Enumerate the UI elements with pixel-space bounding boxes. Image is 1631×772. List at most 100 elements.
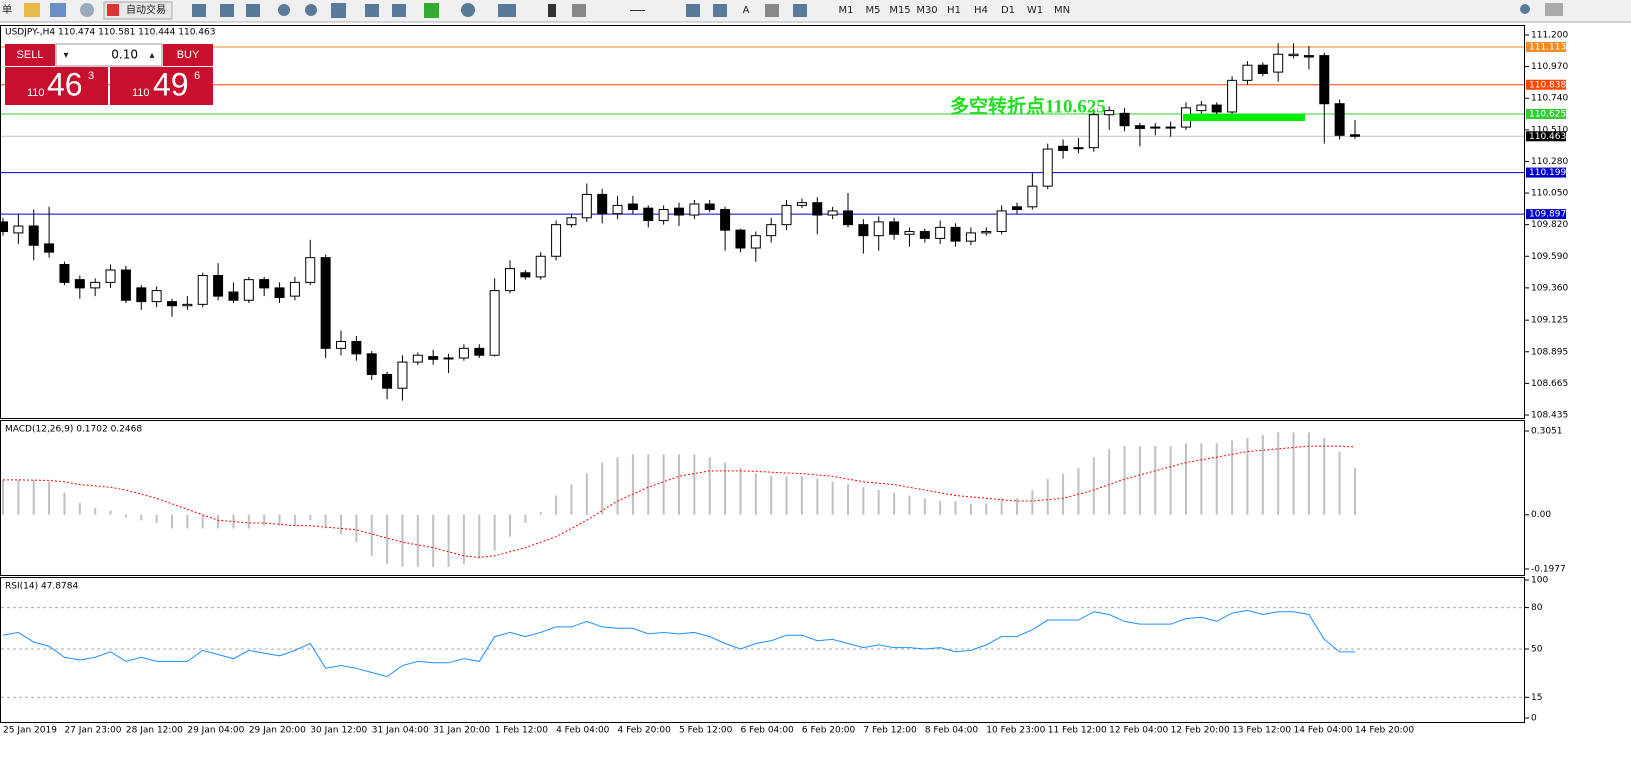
candle-body xyxy=(1350,134,1360,137)
candle-body xyxy=(397,361,408,389)
timeframe-button[interactable]: M5 xyxy=(866,5,881,16)
y-tick-label: 15 xyxy=(1531,693,1542,703)
sell-price-box[interactable] xyxy=(5,67,108,105)
candle-body xyxy=(443,357,454,360)
timeframe-button[interactable]: H1 xyxy=(947,5,961,16)
icon[interactable] xyxy=(713,4,727,17)
annotation: 多空转折点110.625 xyxy=(950,94,1106,117)
timeframe-button[interactable]: M1 xyxy=(839,5,854,16)
rsi-panel xyxy=(0,577,1525,723)
icon[interactable] xyxy=(331,3,346,18)
candle-body xyxy=(1227,79,1238,113)
x-tick-label: 1 Feb 12:00 xyxy=(495,726,549,736)
candle-body xyxy=(873,221,884,237)
search-icon[interactable] xyxy=(1520,4,1530,14)
candle-body xyxy=(658,209,669,222)
candle-body xyxy=(1319,55,1330,105)
icon[interactable] xyxy=(220,4,234,17)
level-marker xyxy=(1183,114,1305,122)
icon[interactable] xyxy=(50,3,66,17)
buy-label: BUY xyxy=(177,49,200,61)
candle-body xyxy=(274,287,285,298)
candle-body xyxy=(889,221,900,235)
candle-body xyxy=(1119,112,1130,127)
candle-body xyxy=(382,373,393,389)
icon[interactable] xyxy=(548,4,556,17)
icon[interactable] xyxy=(80,3,94,17)
candle-body xyxy=(1027,185,1038,208)
candle-body xyxy=(812,202,823,216)
timeframe-button[interactable]: M30 xyxy=(916,5,937,16)
text-tool[interactable]: A xyxy=(743,5,750,16)
candle-body xyxy=(1211,104,1222,113)
icon[interactable] xyxy=(424,3,439,18)
y-tick-label: 108.435 xyxy=(1531,411,1568,421)
candle-body xyxy=(781,204,792,226)
timeframe-button[interactable]: H4 xyxy=(974,5,988,16)
y-tick-label: 110.050 xyxy=(1531,189,1568,199)
icon[interactable] xyxy=(498,4,516,17)
icon[interactable] xyxy=(278,4,290,16)
candle-body xyxy=(1334,103,1345,136)
buy-pips: 49 xyxy=(153,66,189,102)
candle-body xyxy=(996,210,1007,233)
price-label: 109.897 xyxy=(1529,210,1566,220)
candle-body xyxy=(581,193,592,219)
icon[interactable] xyxy=(392,4,406,17)
icon[interactable] xyxy=(572,4,586,17)
buy-button[interactable] xyxy=(163,44,213,66)
candle-body xyxy=(674,207,684,216)
y-tick-label: 0.3051 xyxy=(1531,427,1563,437)
candle-body xyxy=(689,203,700,216)
candle-body xyxy=(1073,147,1084,150)
icon[interactable] xyxy=(192,4,206,17)
candle-body xyxy=(1150,126,1161,129)
menu-item[interactable]: 单 xyxy=(2,4,12,16)
auto-trade-button[interactable] xyxy=(103,1,173,20)
lot-down[interactable]: ▾ xyxy=(63,50,68,61)
candle-body xyxy=(197,275,208,305)
candle-body xyxy=(74,279,85,289)
candle-body xyxy=(1088,114,1099,149)
x-tick-label: 10 Feb 23:00 xyxy=(986,726,1045,736)
auto-trade-label: 自动交易 xyxy=(126,3,166,16)
indicator-title: RSI(14) 47.8784 xyxy=(5,582,78,592)
timeframe-button[interactable]: D1 xyxy=(1001,5,1015,16)
price-label-box xyxy=(1526,209,1566,220)
price-label: 110.838 xyxy=(1529,80,1566,90)
icon[interactable] xyxy=(24,3,40,17)
price-label: 110.625 xyxy=(1529,110,1566,120)
timeframe-button[interactable]: M15 xyxy=(889,5,910,16)
y-tick-label: 50 xyxy=(1531,645,1543,655)
icon[interactable] xyxy=(365,4,379,17)
icon[interactable] xyxy=(793,4,807,17)
y-tick-label: 100 xyxy=(1531,576,1548,586)
sell-button[interactable] xyxy=(5,44,55,66)
lot-up[interactable]: ▴ xyxy=(149,50,154,61)
candle-body xyxy=(305,257,316,283)
candle-body xyxy=(720,209,731,231)
candle-body xyxy=(1012,206,1022,211)
chat-icon[interactable] xyxy=(1545,3,1563,16)
x-tick-label: 31 Jan 20:00 xyxy=(433,726,490,736)
icon xyxy=(107,4,119,16)
candle-body xyxy=(0,221,8,233)
icon[interactable] xyxy=(765,4,779,17)
icon[interactable] xyxy=(686,4,700,17)
candle-body xyxy=(919,231,930,239)
candle-body xyxy=(750,235,761,249)
y-tick-label: 0 xyxy=(1531,714,1537,724)
icon[interactable] xyxy=(246,4,260,17)
lot-input[interactable] xyxy=(55,43,163,67)
y-tick-label: 110.970 xyxy=(1531,62,1568,72)
icon[interactable] xyxy=(461,3,475,17)
candle-body xyxy=(566,217,577,226)
candle-body xyxy=(1273,53,1284,73)
buy-price-box[interactable] xyxy=(110,67,213,105)
timeframe-button[interactable]: W1 xyxy=(1027,5,1043,16)
candle-body xyxy=(474,347,485,356)
timeframe-button[interactable]: MN xyxy=(1054,5,1070,16)
icon[interactable] xyxy=(630,10,645,11)
candle-body xyxy=(935,226,946,239)
icon[interactable] xyxy=(305,4,317,16)
